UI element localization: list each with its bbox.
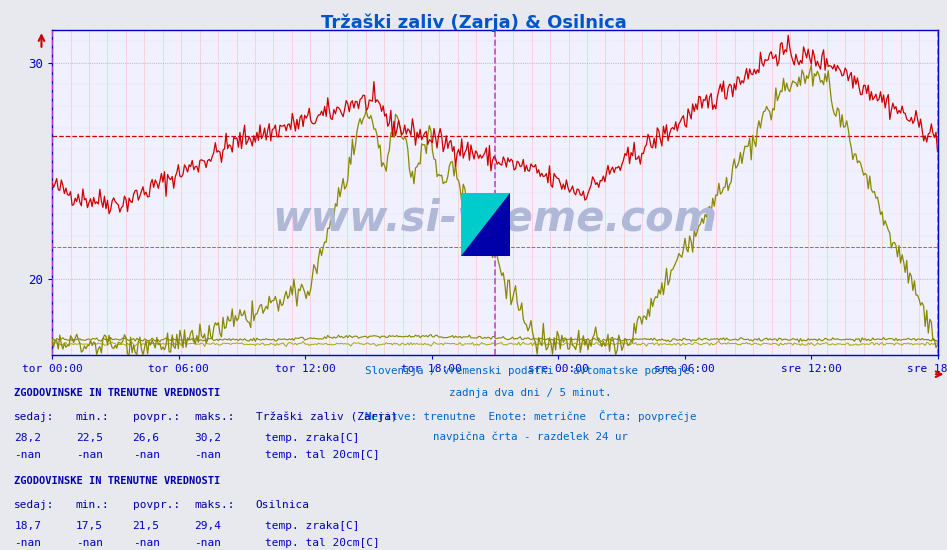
Text: Tržaški zaliv (Zarja) & Osilnica: Tržaški zaliv (Zarja) & Osilnica xyxy=(321,14,626,32)
Text: 26,6: 26,6 xyxy=(133,433,160,443)
Text: sedaj:: sedaj: xyxy=(14,500,55,510)
Text: Slovenija / vremenski podatki - avtomatske postaje.: Slovenija / vremenski podatki - avtomats… xyxy=(365,366,696,376)
Text: temp. zraka[C]: temp. zraka[C] xyxy=(265,521,360,531)
Text: 18,7: 18,7 xyxy=(14,521,42,531)
Text: -nan: -nan xyxy=(133,450,160,460)
Text: povpr.:: povpr.: xyxy=(133,412,180,422)
Text: min.:: min.: xyxy=(76,500,110,510)
Text: Meritve: trenutne  Enote: metrične  Črta: povprečje: Meritve: trenutne Enote: metrične Črta: … xyxy=(365,410,696,422)
Text: -nan: -nan xyxy=(194,450,222,460)
Text: -nan: -nan xyxy=(76,538,103,548)
Text: -nan: -nan xyxy=(194,538,222,548)
Polygon shape xyxy=(461,192,510,256)
Text: povpr.:: povpr.: xyxy=(133,500,180,510)
Text: temp. tal 20cm[C]: temp. tal 20cm[C] xyxy=(265,538,380,548)
Text: ZGODOVINSKE IN TRENUTNE VREDNOSTI: ZGODOVINSKE IN TRENUTNE VREDNOSTI xyxy=(14,388,221,398)
Text: 17,5: 17,5 xyxy=(76,521,103,531)
Polygon shape xyxy=(461,192,510,256)
Text: temp. zraka[C]: temp. zraka[C] xyxy=(265,433,360,443)
Text: 21,5: 21,5 xyxy=(133,521,160,531)
Text: temp. tal 20cm[C]: temp. tal 20cm[C] xyxy=(265,450,380,460)
Text: 29,4: 29,4 xyxy=(194,521,222,531)
Text: navpična črta - razdelek 24 ur: navpična črta - razdelek 24 ur xyxy=(433,432,628,442)
Text: 28,2: 28,2 xyxy=(14,433,42,443)
Text: Tržaški zaliv (Zarja): Tržaški zaliv (Zarja) xyxy=(256,412,398,422)
Text: -nan: -nan xyxy=(76,450,103,460)
Text: sedaj:: sedaj: xyxy=(14,412,55,422)
Text: maks.:: maks.: xyxy=(194,500,235,510)
Text: maks.:: maks.: xyxy=(194,412,235,422)
Text: -nan: -nan xyxy=(14,538,42,548)
Text: -nan: -nan xyxy=(133,538,160,548)
Text: min.:: min.: xyxy=(76,412,110,422)
Text: -nan: -nan xyxy=(14,450,42,460)
Text: www.si-vreme.com: www.si-vreme.com xyxy=(273,197,717,239)
Text: Osilnica: Osilnica xyxy=(256,500,310,510)
Text: ZGODOVINSKE IN TRENUTNE VREDNOSTI: ZGODOVINSKE IN TRENUTNE VREDNOSTI xyxy=(14,476,221,486)
Text: 30,2: 30,2 xyxy=(194,433,222,443)
Text: 22,5: 22,5 xyxy=(76,433,103,443)
Text: zadnja dva dni / 5 minut.: zadnja dva dni / 5 minut. xyxy=(449,388,612,398)
